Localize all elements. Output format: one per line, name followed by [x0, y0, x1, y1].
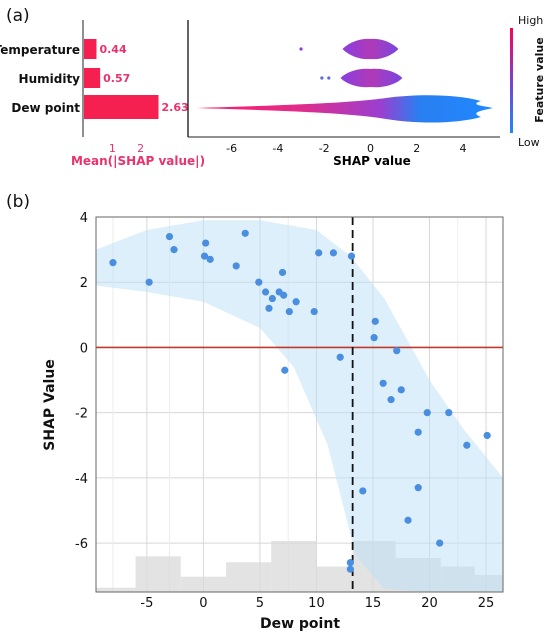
scatter-point	[445, 409, 453, 417]
bar-panel: Temperature 0.44 Humidity 0.57 Dew point 2.63…	[0, 20, 205, 168]
scatter-point	[241, 229, 249, 237]
scatter-point	[397, 386, 405, 394]
histogram-bar	[96, 587, 136, 592]
bar	[84, 95, 159, 119]
violin-tick-label: 4	[459, 142, 466, 155]
scatter-point	[371, 317, 379, 325]
scatter-point	[393, 347, 401, 355]
panel-b-label: (b)	[6, 192, 30, 212]
bar-value-label: 2.63	[162, 101, 189, 114]
scatter-point	[281, 366, 289, 374]
confidence-band	[96, 220, 503, 592]
histogram-bar	[135, 556, 181, 592]
violin-dew-point	[196, 95, 494, 123]
scatter-y-tick-label: 4	[80, 211, 88, 226]
scatter-point	[109, 259, 117, 267]
histogram-bar	[180, 576, 227, 592]
scatter-point	[280, 291, 288, 299]
scatter-x-tick-label: 0	[199, 596, 207, 611]
scatter-x-tick-label: 15	[365, 596, 382, 611]
scatter-point	[265, 304, 273, 312]
scatter-point	[359, 487, 367, 495]
bar-tick-label: 2	[137, 142, 144, 155]
scatter-point	[414, 484, 422, 492]
scatter-y-tick-label: 0	[80, 341, 88, 356]
scatter-point	[436, 539, 444, 547]
scatter-point	[483, 431, 491, 440]
colorbar-high-label: High	[518, 14, 543, 27]
scatter-point	[387, 396, 395, 404]
violin-outlier-point	[299, 47, 303, 51]
histogram-bar	[226, 562, 272, 592]
bar-tick-label: 1	[109, 142, 116, 155]
scatter-point	[278, 268, 287, 277]
bar-x-axis-label: Mean(|SHAP value|)	[71, 154, 205, 168]
scatter-point	[379, 379, 387, 387]
scatter-point	[423, 409, 431, 417]
violin-humidity	[340, 68, 403, 88]
violin-outlier-point	[327, 76, 331, 80]
feature-label: Temperature	[0, 43, 80, 57]
scatter-point	[329, 249, 338, 257]
scatter-point	[404, 516, 412, 524]
scatter-point	[310, 307, 318, 316]
scatter-point	[346, 565, 354, 573]
scatter-x-tick-label: 5	[256, 596, 264, 611]
feature-label: Dew point	[11, 101, 80, 115]
scatter-x-tick-label: 20	[421, 596, 438, 611]
scatter-point	[315, 249, 323, 257]
violin-tick-label: -6	[226, 142, 237, 155]
scatter-y-tick-label: -4	[75, 472, 88, 487]
violin-tick-label: 2	[413, 142, 420, 155]
scatter-point	[255, 278, 263, 286]
scatter-point	[292, 298, 300, 306]
bar	[84, 39, 97, 59]
scatter-y-axis-label: SHAP Value	[42, 359, 58, 451]
bar-value-label: 0.44	[99, 43, 126, 56]
violin-x-axis-label: SHAP value	[333, 154, 411, 168]
scatter-point	[285, 307, 293, 316]
histogram-bar	[316, 566, 353, 592]
violin-tick-label: -4	[272, 142, 283, 155]
violin-tick-label: -2	[319, 142, 330, 155]
scatter-y-tick-label: -6	[75, 537, 88, 552]
bar	[84, 68, 101, 88]
scatter-point	[170, 246, 178, 254]
scatter-point	[200, 252, 209, 260]
scatter-point	[268, 294, 276, 303]
violin-tick-label: 0	[367, 142, 374, 155]
scatter-point	[347, 252, 356, 260]
scatter-point	[202, 239, 210, 247]
scatter-point	[145, 278, 153, 286]
violin-outlier-point	[320, 76, 324, 80]
feature-label: Humidity	[19, 72, 81, 86]
violin-panel: -6 -4 -2 0 2 4 SHAP value	[188, 38, 500, 168]
scatter-x-tick-label: 25	[478, 596, 495, 611]
bar-value-label: 0.57	[103, 72, 130, 85]
scatter-point	[414, 428, 422, 436]
histogram-bar	[271, 541, 317, 592]
colorbar-gradient	[510, 28, 513, 133]
scatter-frame	[95, 216, 504, 593]
scatter-point	[206, 255, 214, 263]
colorbar: High Low Feature value	[510, 14, 546, 149]
scatter-x-tick-label: 10	[308, 596, 325, 611]
scatter-x-axis-label: Dew point	[260, 616, 340, 632]
colorbar-title: Feature value	[533, 37, 546, 122]
scatter-point	[232, 262, 240, 270]
scatter-point	[346, 559, 354, 567]
scatter-panel: -5 0 5 10 15 20 25 -6 -4 -2 0 2 4 Dew point SHAP Val…	[42, 211, 504, 632]
scatter-y-tick-label: 2	[80, 276, 88, 291]
scatter-point	[463, 441, 471, 449]
panel-a-label: (a)	[6, 6, 30, 26]
scatter-point	[165, 232, 174, 241]
scatter-point	[336, 353, 344, 361]
scatter-point	[370, 334, 378, 342]
violin-temperature	[342, 38, 399, 60]
scatter-point	[261, 288, 270, 296]
colorbar-low-label: Low	[518, 136, 540, 149]
scatter-x-tick-label: -5	[140, 596, 153, 611]
scatter-y-tick-label: -2	[75, 407, 88, 422]
